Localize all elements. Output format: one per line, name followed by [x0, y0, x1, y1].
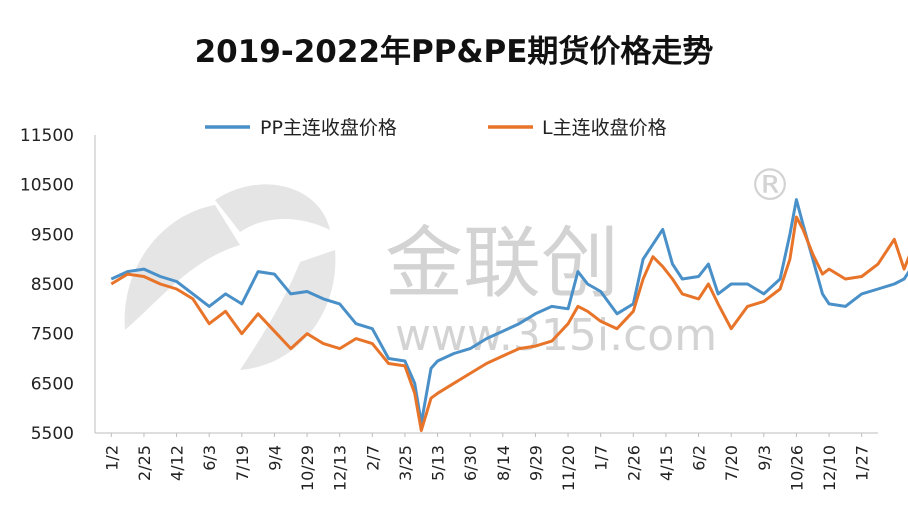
legend: PP主连收盘价格 L主连收盘价格 — [205, 117, 667, 139]
x-tick-label: 9/4 — [265, 445, 284, 471]
legend-label-pp: PP主连收盘价格 — [260, 117, 397, 139]
x-tick-label: 8/14 — [494, 445, 513, 481]
y-tick-label: 5500 — [31, 424, 74, 444]
x-tick-label: 5/13 — [429, 445, 448, 481]
x-tick-label: 4/15 — [657, 445, 676, 481]
x-tick-label: 4/12 — [168, 445, 187, 481]
x-tick-label: 3/25 — [396, 445, 415, 481]
x-tick-label: 12/10 — [820, 445, 839, 491]
x-tick-label: 2/7 — [363, 445, 382, 471]
y-tick-label: 8500 — [31, 275, 74, 295]
y-tick-labels: 5500 6500 7500 8500 9500 10500 11500 — [20, 126, 74, 444]
x-tick-label: 10/26 — [787, 445, 806, 491]
x-tick-label: 6/3 — [200, 445, 219, 471]
x-tick-label: 7/20 — [722, 445, 741, 481]
series-line-l — [110, 215, 908, 432]
x-tick-label: 10/29 — [298, 445, 317, 491]
legend-label-l: L主连收盘价格 — [542, 117, 667, 139]
chart-title: 2019-2022年PP&PE期货价格走势 — [194, 34, 714, 70]
y-tick-label: 7500 — [31, 325, 74, 345]
jlc-logo-icon — [124, 184, 336, 370]
x-tick-label: 1/27 — [853, 445, 872, 481]
watermark-registered: ® — [748, 160, 792, 211]
x-tick-label: 12/13 — [331, 445, 350, 491]
x-tick-label: 9/29 — [526, 445, 545, 481]
x-tick-label: 2/26 — [624, 445, 643, 481]
watermark: 金联创 ® www.315i.com — [124, 160, 792, 370]
y-tick-label: 9500 — [31, 225, 74, 245]
x-tick-label: 6/30 — [461, 445, 480, 481]
x-tick-label: 11/20 — [559, 445, 578, 491]
x-tick-label: 9/3 — [755, 445, 774, 471]
x-tick-label: 1/7 — [592, 445, 611, 471]
series-line-pp — [110, 198, 908, 425]
y-tick-label: 11500 — [20, 126, 74, 146]
x-tick-label: 7/19 — [233, 445, 252, 481]
watermark-text: 金联创 — [385, 219, 619, 309]
y-tick-label: 10500 — [20, 176, 74, 196]
x-tick-label: 2/25 — [135, 445, 154, 481]
x-tick-label: 6/2 — [690, 445, 709, 471]
y-tick-label: 6500 — [31, 374, 74, 394]
series-lines — [110, 198, 908, 432]
x-tick-labels: 1/2 2/25 4/12 6/3 7/19 9/4 10/29 12/13 2/7 3/25 5/… — [102, 433, 872, 491]
x-tick-label: 1/2 — [102, 445, 121, 471]
